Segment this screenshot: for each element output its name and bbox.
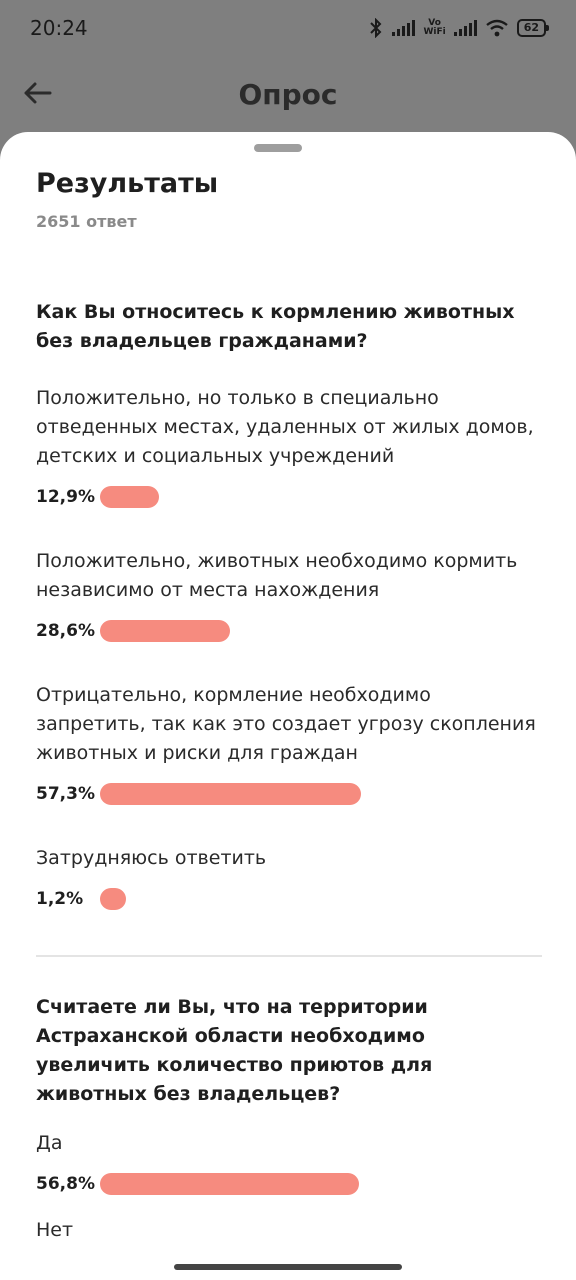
result-row: 12,9% — [36, 485, 542, 509]
bluetooth-icon — [370, 18, 382, 38]
result-row: 56,8% — [36, 1172, 542, 1196]
option-text: Затрудняюсь ответить — [36, 847, 267, 869]
result-bar — [100, 620, 231, 642]
vowifi-icon: Vo WiFi — [423, 19, 445, 37]
option-text: Отрицательно, кормление необходимо запре… — [36, 684, 536, 764]
option-text: Да — [36, 1132, 63, 1154]
option-percent: 57,3% — [36, 784, 95, 804]
arrow-left-icon[interactable] — [20, 76, 54, 110]
vowifi-top: Vo — [428, 18, 441, 28]
result-bar-track — [100, 1173, 540, 1195]
results-content: Результаты 2651 ответ Как Вы относитесь … — [36, 168, 542, 1245]
question-1: Как Вы относитесь к кормлению животных б… — [36, 301, 515, 352]
option-percent: 56,8% — [36, 1174, 95, 1194]
option-percent: 12,9% — [36, 487, 95, 507]
question-1-option-3: Отрицательно, кормление необходимо запре… — [36, 681, 542, 806]
result-row: 28,6% — [36, 619, 542, 643]
signal-icon-2 — [453, 20, 477, 36]
option-text: Положительно, животных необходимо кормит… — [36, 550, 518, 601]
wifi-icon — [485, 19, 508, 37]
app-header: Опрос — [0, 56, 576, 132]
sheet-drag-handle[interactable] — [254, 144, 302, 152]
option-percent: 1,2% — [36, 889, 84, 909]
battery-icon: 62 — [516, 19, 550, 37]
page-title: Опрос — [238, 77, 338, 111]
vowifi-bottom: WiFi — [423, 27, 446, 37]
result-bar-track — [100, 486, 540, 508]
result-row: 1,2% — [36, 887, 542, 911]
question-1-option-4: Затрудняюсь ответить 1,2% — [36, 844, 542, 911]
signal-icon — [392, 20, 416, 36]
result-bar — [100, 486, 159, 508]
result-bar — [100, 783, 362, 805]
question-1-option-2: Положительно, животных необходимо кормит… — [36, 547, 542, 643]
result-bar — [100, 1173, 359, 1195]
status-bar: 20:24 Vo WiFi 62 — [0, 0, 576, 56]
result-bar-track — [100, 620, 540, 642]
answers-count: 2651 ответ — [36, 212, 137, 231]
results-title: Результаты — [36, 168, 219, 199]
question-1-option-1: Положительно, но только в специально отв… — [36, 384, 542, 509]
result-bar-track — [100, 888, 540, 910]
option-text: Положительно, но только в специально отв… — [36, 387, 534, 467]
question-2-option-1: Да 56,8% — [36, 1129, 542, 1196]
results-sheet[interactable]: Результаты 2651 ответ Как Вы относитесь … — [0, 132, 576, 1280]
gesture-nav-bar[interactable] — [174, 1264, 402, 1270]
result-bar-track — [100, 783, 540, 805]
result-bar — [100, 888, 126, 910]
question-2-option-2: Нет — [36, 1216, 542, 1245]
status-time: 20:24 — [30, 16, 88, 40]
question-2: Считаете ли Вы, что на территории Астрах… — [36, 996, 433, 1105]
result-row: 57,3% — [36, 782, 542, 806]
status-icons: Vo WiFi 62 — [368, 18, 550, 38]
option-text: Нет — [36, 1219, 74, 1241]
option-percent: 28,6% — [36, 621, 95, 641]
question-divider — [36, 955, 542, 957]
